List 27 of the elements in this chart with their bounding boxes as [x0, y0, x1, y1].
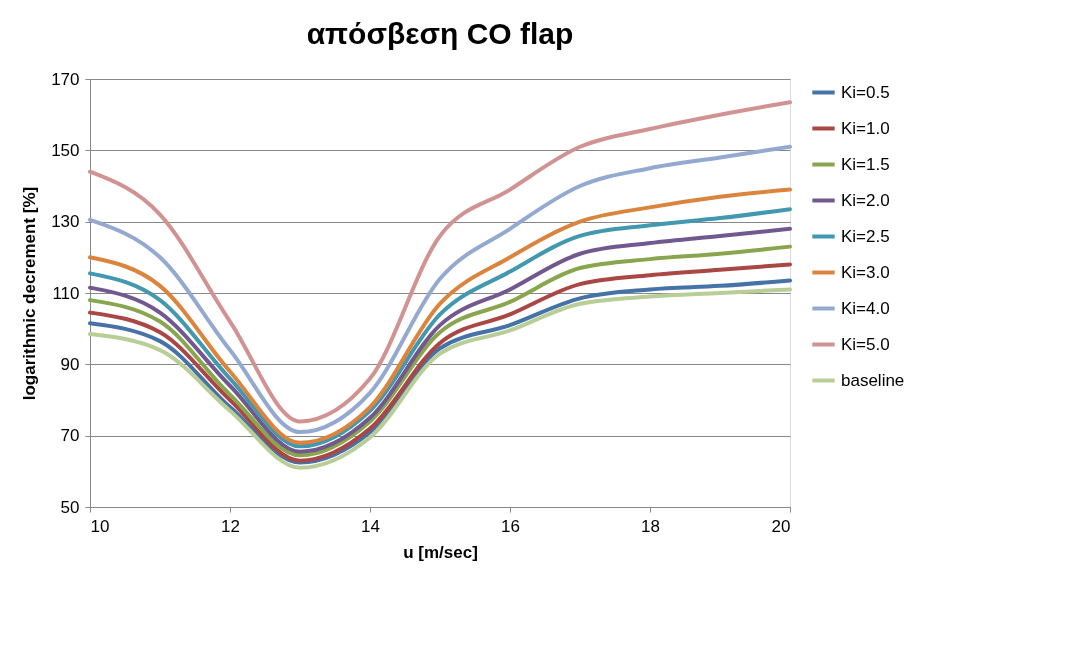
x-tick-label: 18	[641, 516, 660, 536]
y-tick-label: 150	[51, 140, 80, 160]
legend-label: Ki=1.0	[841, 118, 890, 138]
chart-title: απόσβεση CO flap	[306, 17, 574, 50]
legend-label: Ki=2.0	[841, 190, 890, 210]
x-tick-label: 10	[90, 516, 110, 536]
legend-label: Ki=5.0	[841, 334, 890, 354]
legend-label: Ki=2.5	[841, 226, 890, 246]
y-tick-label: 50	[60, 497, 80, 517]
x-tick-label: 14	[361, 516, 380, 536]
y-tick-label: 70	[60, 426, 80, 446]
y-tick-label: 170	[51, 69, 80, 89]
x-axis-title: u [m/sec]	[403, 542, 478, 562]
legend-label: Ki=0.5	[841, 82, 890, 102]
x-tick-label: 16	[501, 516, 520, 536]
legend-label: Ki=3.0	[841, 262, 890, 282]
y-tick-label: 90	[60, 354, 80, 374]
y-tick-label: 130	[51, 212, 80, 232]
y-axis-title: logarithmic decrement [%]	[20, 186, 40, 401]
line-series	[88, 100, 792, 424]
x-tick-label: 20	[771, 516, 791, 536]
line-series	[88, 144, 792, 435]
x-tick-label: 12	[221, 516, 240, 536]
legend-label: Ki=4.0	[841, 298, 890, 318]
legend-label: Ki=1.5	[841, 154, 890, 174]
y-tick-label: 110	[52, 283, 80, 303]
legend-label: baseline	[841, 370, 905, 390]
